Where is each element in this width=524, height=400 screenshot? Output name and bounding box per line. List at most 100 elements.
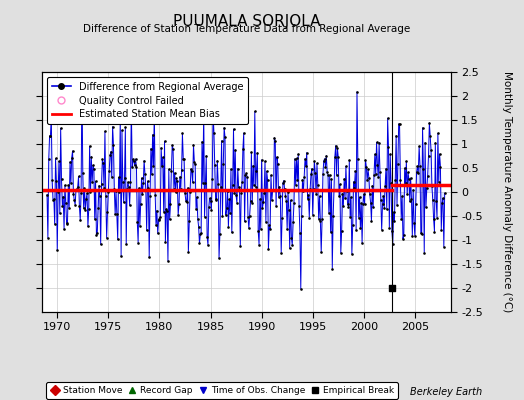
Point <box>421 139 429 146</box>
Point <box>224 224 233 230</box>
Point <box>155 217 163 224</box>
Point <box>203 234 211 240</box>
Point <box>372 171 380 177</box>
Point <box>124 179 132 185</box>
Point <box>258 205 267 211</box>
Point <box>181 190 189 196</box>
Point <box>129 156 137 162</box>
Point <box>118 127 126 134</box>
Point <box>423 172 432 179</box>
Point <box>79 170 87 176</box>
Point <box>234 184 243 190</box>
Point <box>74 173 83 180</box>
Point <box>280 186 289 192</box>
Point <box>140 158 148 164</box>
Point <box>122 241 130 248</box>
Point <box>130 162 139 168</box>
Point <box>430 228 439 235</box>
Point <box>192 206 200 212</box>
Point <box>157 144 165 151</box>
Point <box>398 193 406 200</box>
Point <box>92 231 101 238</box>
Point <box>320 158 328 164</box>
Point <box>61 182 69 188</box>
Point <box>409 186 417 193</box>
Point <box>259 199 267 206</box>
Point <box>135 185 143 191</box>
Point <box>172 175 181 182</box>
Point <box>315 193 324 199</box>
Point <box>309 211 317 218</box>
Point <box>381 183 389 190</box>
Point <box>199 180 207 186</box>
Point <box>344 203 353 210</box>
Point <box>110 186 118 192</box>
Point <box>113 211 121 218</box>
Point <box>54 158 63 164</box>
Point <box>323 169 331 175</box>
Point <box>134 240 143 246</box>
Point <box>188 168 196 174</box>
Point <box>410 220 418 226</box>
Point <box>282 198 290 204</box>
Point <box>57 125 65 132</box>
Point <box>392 132 400 139</box>
Point <box>388 285 396 291</box>
Point <box>95 193 104 200</box>
Point <box>121 124 129 130</box>
Point <box>159 154 167 160</box>
Point <box>80 185 89 192</box>
Point <box>149 163 158 169</box>
Point <box>378 201 387 207</box>
Point <box>170 170 179 176</box>
Point <box>222 212 230 218</box>
Point <box>374 174 383 180</box>
Point <box>420 249 429 256</box>
Point <box>46 132 54 139</box>
Point <box>286 245 294 252</box>
Point <box>418 231 426 238</box>
Point <box>358 240 366 246</box>
Point <box>249 162 257 169</box>
Point <box>201 180 210 186</box>
Point <box>197 230 205 236</box>
Point <box>217 138 226 144</box>
Point <box>136 223 144 229</box>
Point <box>314 216 323 222</box>
Point <box>86 189 95 195</box>
Point <box>261 158 269 164</box>
Point <box>297 285 305 292</box>
Point <box>227 166 235 172</box>
Point <box>170 185 178 192</box>
Point <box>185 217 193 224</box>
Point <box>369 204 377 210</box>
Point <box>216 230 224 237</box>
Point <box>402 158 410 164</box>
Point <box>216 184 225 190</box>
Point <box>219 161 227 167</box>
Point <box>71 201 79 208</box>
Point <box>58 202 67 209</box>
Point <box>143 178 151 184</box>
Point <box>121 174 129 181</box>
Point <box>272 202 280 209</box>
Point <box>380 205 388 212</box>
Point <box>264 176 272 183</box>
Point <box>165 166 173 172</box>
Point <box>204 204 213 210</box>
Point <box>146 192 154 199</box>
Point <box>183 185 192 191</box>
Point <box>265 222 274 228</box>
Point <box>161 239 170 245</box>
Point <box>319 171 327 177</box>
Point <box>377 226 386 233</box>
Point <box>325 210 333 216</box>
Point <box>291 182 300 188</box>
Point <box>357 200 365 206</box>
Point <box>268 187 277 193</box>
Point <box>250 108 259 115</box>
Point <box>189 179 197 186</box>
Point <box>379 193 388 200</box>
Point <box>196 231 204 237</box>
Point <box>417 230 425 236</box>
